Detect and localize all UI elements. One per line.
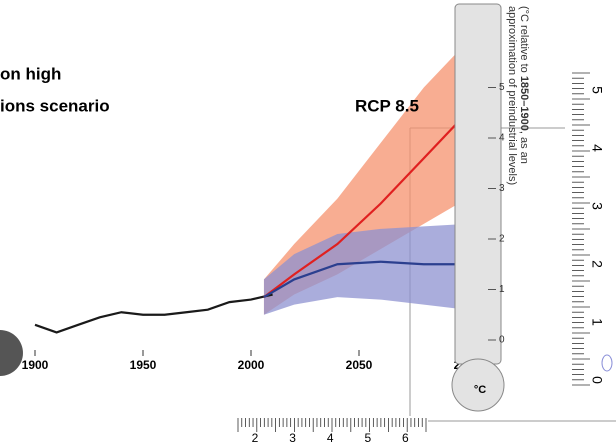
plot: 19001950200020502100 <box>22 42 481 372</box>
x-tick-label: 1900 <box>22 358 49 372</box>
y-tick-label: 2 <box>499 234 505 245</box>
y-axis-label: (°C relative to 1850–1900, as an approxi… <box>506 6 530 185</box>
y-axis-label-line: approximation of preindustrial levels) <box>506 6 518 185</box>
thermometer-tube <box>454 3 502 365</box>
x-tick-label: 2050 <box>346 358 373 372</box>
y-tick-label: 4 <box>499 133 505 144</box>
label-part: , as an <box>518 131 530 164</box>
label-part: 1850–1900 <box>518 76 530 131</box>
ruler-label: 2 <box>252 431 259 445</box>
ruler-label: 2 <box>589 260 605 268</box>
ruler-label: 4 <box>589 144 605 152</box>
ruler-label: 3 <box>289 431 296 445</box>
ruler-label: 5 <box>364 431 371 445</box>
ruler-label: 5 <box>589 86 605 94</box>
edge-shape <box>0 330 23 376</box>
label-part: (°C relative to <box>518 6 530 76</box>
y-tick-label: 3 <box>499 183 505 194</box>
line <box>34 293 273 334</box>
title-line: on high <box>0 64 61 83</box>
annotation: RCP 8.5 <box>355 96 419 115</box>
ruler-mark <box>601 354 613 372</box>
line <box>263 111 468 298</box>
x-tick-label: 1950 <box>130 358 157 372</box>
ruler-label: 0 <box>589 376 605 384</box>
ruler-label: 6 <box>402 431 409 445</box>
y-tick-label: 1 <box>499 284 505 295</box>
title-line: ions scenario <box>0 96 110 115</box>
unit-label: °C <box>474 384 486 396</box>
line <box>263 260 467 299</box>
band <box>263 223 467 315</box>
x-tick-label: 2000 <box>238 358 265 372</box>
y-tick-label: 5 <box>499 82 505 93</box>
ruler-label: 1 <box>589 318 605 326</box>
ruler-label: 4 <box>327 431 334 445</box>
ruler-label: 3 <box>589 202 605 210</box>
y-axis-label-line: (°C relative to 1850–1900, as an <box>518 6 530 164</box>
thermometer: °C 0 1 2 3 4 5 <box>451 3 505 412</box>
bottom-ruler: 2 3 4 5 6 <box>236 416 428 445</box>
y-tick-label: 0 <box>499 335 505 346</box>
thermometer-bulb <box>451 358 505 412</box>
right-ruler: 0 1 2 3 4 5 <box>572 72 613 386</box>
